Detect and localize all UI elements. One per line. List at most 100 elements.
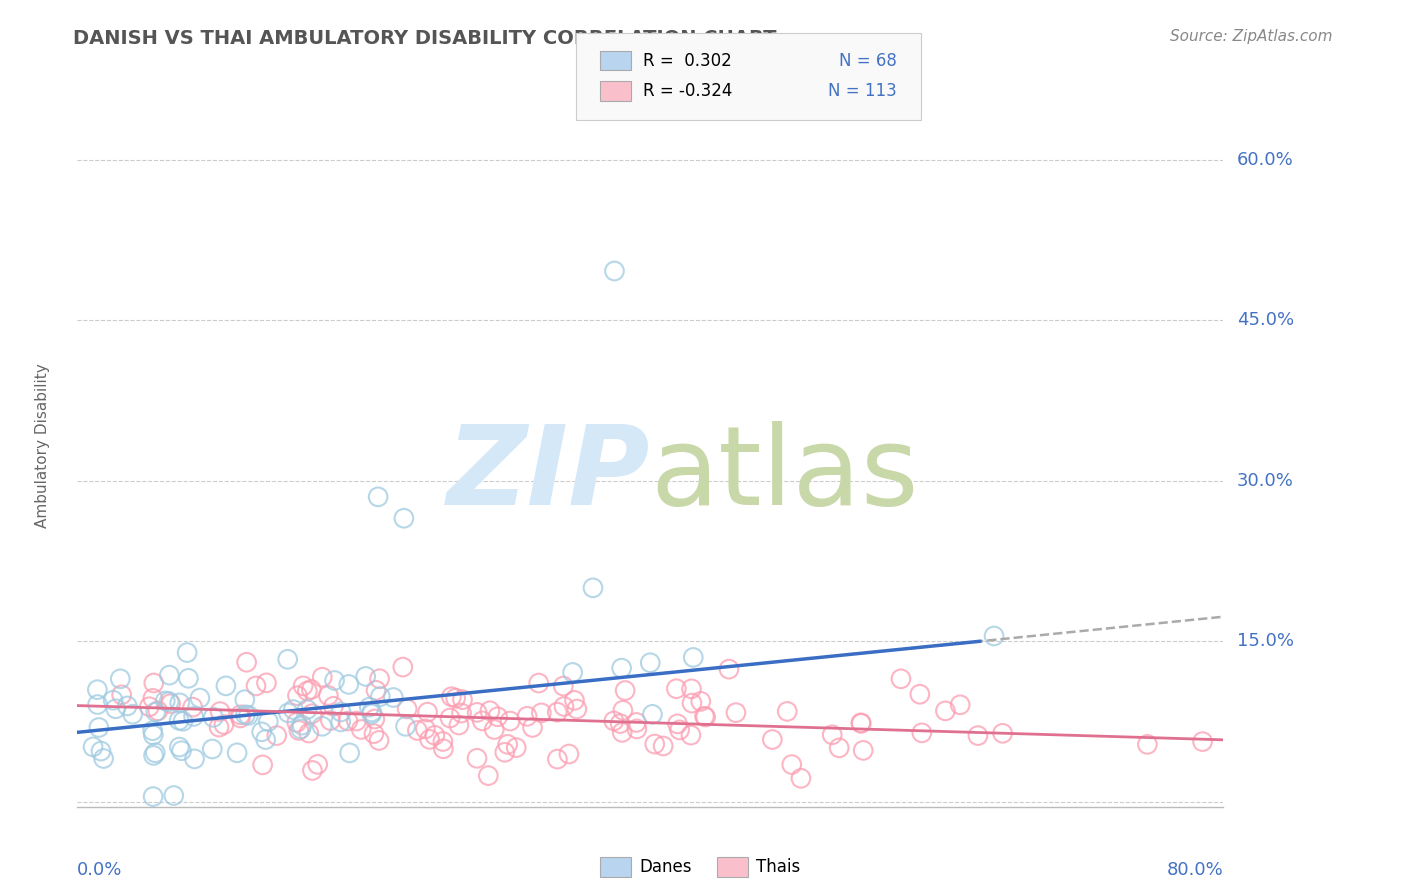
Point (565, 702, 588, 716)
Point (301, 764, 323, 778)
Point (238, 708, 260, 723)
Point (330, 705, 353, 719)
Point (167, 714, 190, 728)
Point (668, 723, 690, 737)
Point (530, 706, 553, 720)
Point (233, 692, 256, 706)
Text: ZIP: ZIP (447, 421, 651, 528)
Point (652, 739, 675, 753)
Text: Thais: Thais (756, 858, 800, 876)
Point (297, 684, 319, 698)
Point (689, 694, 711, 708)
Point (477, 769, 499, 783)
Point (90, 744, 112, 758)
Text: 30.0%: 30.0% (1237, 472, 1294, 490)
Point (252, 757, 274, 772)
Point (908, 687, 931, 701)
Point (209, 705, 232, 719)
Point (626, 715, 648, 730)
Point (724, 706, 747, 720)
Point (181, 700, 204, 714)
Point (311, 719, 333, 733)
Point (250, 724, 273, 739)
Point (142, 723, 165, 738)
Point (546, 705, 568, 719)
Point (299, 682, 322, 697)
Point (212, 717, 235, 731)
Point (101, 693, 124, 707)
Point (138, 699, 160, 714)
Text: DANISH VS THAI AMBULATORY DISABILITY CORRELATION CHART: DANISH VS THAI AMBULATORY DISABILITY COR… (73, 29, 776, 47)
Text: Source: ZipAtlas.com: Source: ZipAtlas.com (1170, 29, 1333, 44)
Point (254, 732, 277, 747)
Point (295, 702, 318, 716)
Text: 0.0%: 0.0% (77, 862, 122, 880)
Point (416, 705, 439, 719)
Point (991, 726, 1014, 740)
Text: N = 68: N = 68 (839, 52, 897, 70)
Point (146, 704, 169, 718)
Point (610, 661, 633, 675)
Point (288, 723, 311, 738)
Point (169, 696, 191, 710)
Point (229, 711, 252, 725)
Point (564, 693, 586, 707)
Point (558, 747, 581, 761)
Point (115, 698, 138, 713)
Point (516, 709, 538, 723)
Point (257, 714, 280, 729)
Point (406, 723, 429, 738)
Point (256, 676, 278, 690)
Point (695, 710, 717, 724)
Point (553, 699, 575, 714)
Point (641, 707, 664, 722)
Point (450, 706, 472, 720)
Point (360, 706, 382, 721)
Point (776, 705, 799, 719)
Point (177, 671, 200, 685)
Point (142, 728, 165, 742)
Point (612, 725, 634, 739)
Point (364, 683, 387, 698)
Point (142, 748, 165, 763)
Point (157, 668, 180, 682)
Text: N = 113: N = 113 (828, 82, 897, 100)
Point (339, 746, 361, 760)
Text: atlas: atlas (651, 421, 918, 528)
Point (849, 715, 872, 730)
Point (644, 737, 666, 751)
Point (640, 656, 662, 670)
Point (287, 689, 309, 703)
Point (1191, 734, 1213, 748)
Point (949, 698, 972, 712)
Point (682, 650, 704, 665)
Point (188, 691, 211, 706)
Point (392, 511, 415, 525)
Point (717, 662, 740, 676)
Point (828, 740, 851, 755)
Text: R = -0.324: R = -0.324 (643, 82, 733, 100)
Point (202, 710, 225, 724)
Point (447, 718, 470, 732)
Point (679, 728, 702, 742)
Point (277, 652, 299, 666)
Point (612, 703, 634, 717)
Point (329, 714, 352, 729)
Text: Danes: Danes (640, 858, 692, 876)
Point (451, 692, 474, 706)
Point (336, 714, 359, 728)
Point (367, 490, 389, 504)
Point (368, 690, 391, 704)
Point (142, 676, 165, 690)
Point (292, 679, 315, 693)
Point (934, 704, 956, 718)
Point (285, 715, 308, 730)
Point (423, 728, 446, 742)
Point (527, 676, 550, 690)
Point (93, 751, 115, 765)
Point (382, 690, 405, 705)
Point (318, 689, 340, 703)
Point (761, 732, 783, 747)
Point (298, 726, 321, 740)
Point (183, 752, 205, 766)
